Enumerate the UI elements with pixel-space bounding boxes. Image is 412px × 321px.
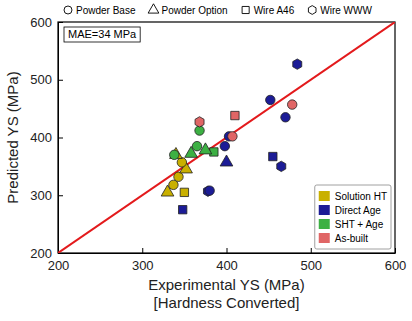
legend-label: SHT + Age [335, 219, 384, 230]
marker-legend: Powder Base Powder Option Wire A46 Wire WWW [64, 4, 372, 16]
point [266, 95, 275, 104]
point [293, 59, 302, 69]
point [195, 117, 204, 127]
x-axis: 200300400500600 [48, 248, 407, 273]
series-1 [179, 59, 302, 214]
legend-swatch [319, 191, 330, 201]
x-tick: 300 [132, 248, 154, 273]
x-tick-mark [227, 248, 228, 253]
legend-swatch [319, 205, 330, 215]
legend-box [315, 185, 391, 249]
point [179, 206, 187, 214]
annotation-box [64, 27, 140, 42]
y-tick-mark [58, 195, 63, 196]
marker-legend-icon [148, 4, 159, 13]
point [180, 188, 188, 196]
identity-line [58, 22, 395, 253]
annotation: MAE=34 MPa [64, 27, 140, 42]
legend: Solution HT Direct Age SHT + Age As-built [315, 185, 391, 249]
point [170, 150, 179, 159]
series-2 [170, 126, 219, 160]
marker-legend-label: Wire A46 [254, 5, 295, 16]
point [205, 186, 214, 195]
x-tick: 500 [300, 248, 322, 273]
marker-legend-label: Powder Option [161, 5, 227, 16]
x-tick-label: 500 [300, 258, 322, 273]
x-tick-label: 300 [132, 258, 154, 273]
y-axis-title: Predicted YS (MPa) [4, 71, 21, 203]
series-3 [195, 100, 297, 141]
point [228, 132, 237, 141]
point [199, 143, 212, 154]
legend-swatch [319, 233, 330, 243]
point [281, 113, 290, 122]
x-tick: 400 [216, 248, 238, 273]
plot-frame [58, 22, 395, 253]
x-axis-title: [Hardness Converted] [154, 294, 300, 311]
legend-label: Direct Age [335, 205, 382, 216]
point [177, 158, 186, 167]
marker-legend-icon [242, 6, 249, 13]
plot-area [58, 22, 395, 253]
marker-legend-label: Powder Base [76, 5, 136, 16]
point [277, 161, 286, 171]
point [174, 172, 183, 181]
marker-legend-label: Wire WWW [320, 5, 372, 16]
y-tick-label: 500 [30, 72, 52, 87]
x-axis-title: Experimental YS (MPa) [148, 276, 304, 293]
annotation-text: MAE=34 MPa [68, 28, 137, 40]
y-tick-label: 400 [30, 130, 52, 145]
point [269, 152, 277, 160]
y-tick-label: 300 [30, 188, 52, 203]
marker-legend-icon [308, 6, 316, 15]
point [287, 100, 296, 109]
legend-label: Solution HT [335, 191, 387, 202]
chart: 200300400500600200300400500600Predicted … [0, 0, 412, 321]
x-tick-label: 600 [385, 258, 407, 273]
y-tick-mark [58, 138, 63, 139]
marker-legend-icon [64, 6, 72, 14]
x-tick-label: 400 [216, 258, 238, 273]
point [220, 141, 229, 150]
y-tick-mark [58, 80, 63, 81]
legend-swatch [319, 219, 330, 229]
x-tick-mark [142, 248, 143, 253]
y-tick-label: 600 [30, 15, 52, 30]
point [192, 141, 201, 150]
x-tick-mark [311, 248, 312, 253]
legend-label: As-built [335, 233, 369, 244]
y-tick-label: 200 [30, 246, 52, 261]
point [231, 111, 239, 119]
point [220, 155, 233, 166]
